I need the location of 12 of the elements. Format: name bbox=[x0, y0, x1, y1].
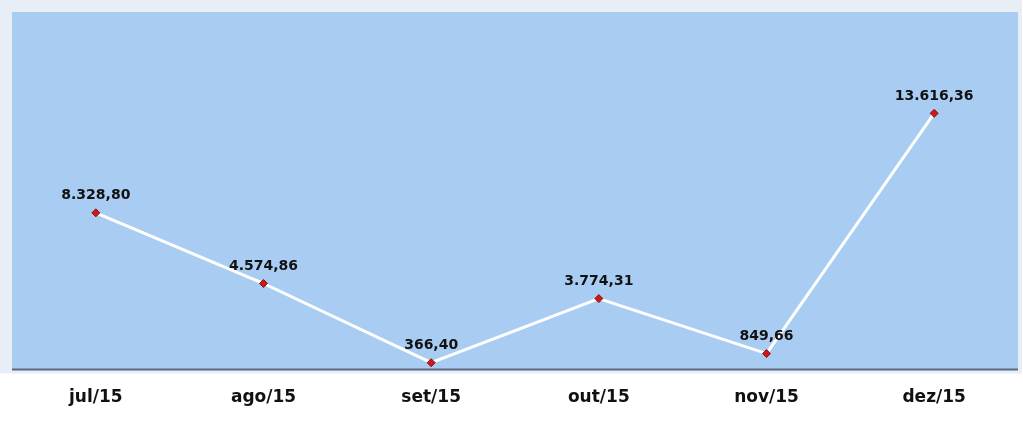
data-label: 3.774,31 bbox=[564, 272, 634, 289]
data-label: 8.328,80 bbox=[61, 186, 131, 203]
x-tick-label: jul/15 bbox=[68, 386, 123, 407]
x-tick-label: nov/15 bbox=[734, 386, 799, 407]
x-tick-label: ago/15 bbox=[230, 386, 297, 407]
x-tick-label: out/15 bbox=[567, 386, 630, 407]
data-label: 366,40 bbox=[404, 336, 459, 353]
data-label: 849,66 bbox=[739, 327, 794, 344]
data-label: 4.574,86 bbox=[228, 257, 299, 274]
x-tick-label: dez/15 bbox=[902, 386, 966, 407]
x-tick-label: set/15 bbox=[401, 386, 461, 407]
data-label: 13.616,36 bbox=[894, 86, 974, 103]
